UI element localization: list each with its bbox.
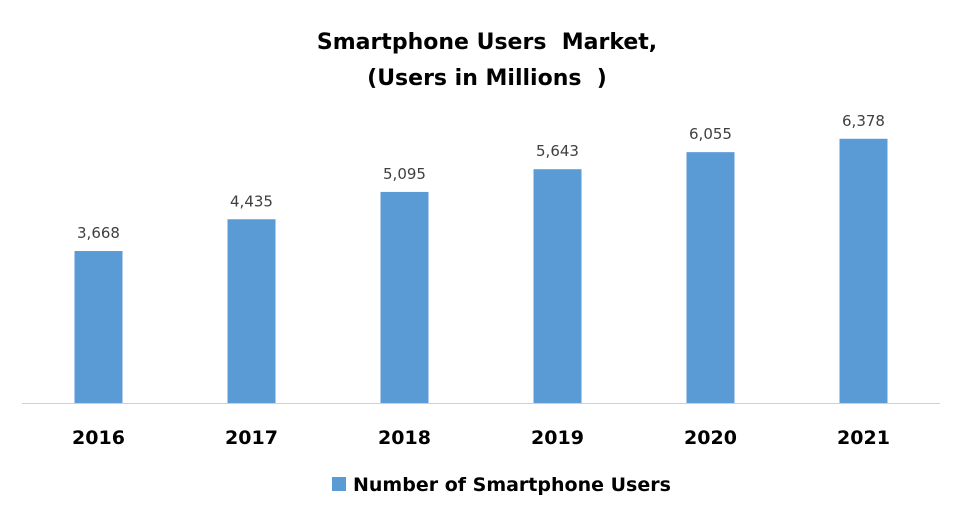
data-label-2017: 4,435	[230, 192, 273, 210]
legend-label: Number of Smartphone Users	[353, 474, 671, 496]
chart-title-line-1: Smartphone Users Market,	[317, 30, 657, 55]
data-label-2016: 3,668	[77, 224, 120, 242]
bar-2018	[380, 191, 429, 403]
bar-2021	[839, 138, 888, 404]
bar-2019	[533, 169, 582, 403]
x-tick-2020: 2020	[684, 427, 737, 449]
legend-swatch	[332, 477, 346, 491]
data-label-2020: 6,055	[689, 125, 732, 143]
x-tick-2021: 2021	[837, 427, 890, 449]
data-label-2018: 5,095	[383, 165, 426, 183]
bar-2016	[74, 251, 123, 403]
x-tick-2018: 2018	[378, 427, 431, 449]
data-label-2019: 5,643	[536, 142, 579, 160]
x-tick-2017: 2017	[225, 427, 278, 449]
chart-title-line-2: (Users in Millions )	[367, 66, 607, 91]
bar-2020	[686, 152, 735, 403]
bar-2017	[227, 219, 276, 403]
x-tick-2016: 2016	[72, 427, 125, 449]
data-label-2021: 6,378	[842, 112, 885, 130]
x-tick-2019: 2019	[531, 427, 584, 449]
